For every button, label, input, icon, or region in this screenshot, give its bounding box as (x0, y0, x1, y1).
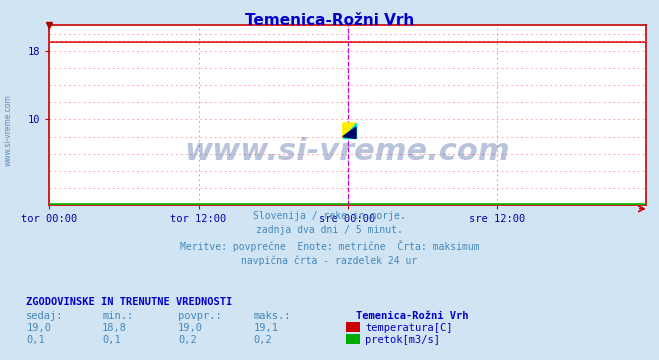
Text: sedaj:: sedaj: (26, 311, 64, 321)
Text: pretok[m3/s]: pretok[m3/s] (365, 335, 440, 345)
Text: 0,2: 0,2 (254, 335, 272, 345)
Polygon shape (343, 123, 356, 138)
Text: 0,2: 0,2 (178, 335, 196, 345)
Polygon shape (343, 127, 356, 138)
Text: povpr.:: povpr.: (178, 311, 221, 321)
Text: 18,8: 18,8 (102, 323, 127, 333)
Text: 19,0: 19,0 (178, 323, 203, 333)
Text: temperatura[C]: temperatura[C] (365, 323, 453, 333)
Text: ZGODOVINSKE IN TRENUTNE VREDNOSTI: ZGODOVINSKE IN TRENUTNE VREDNOSTI (26, 297, 233, 307)
Text: 0,1: 0,1 (102, 335, 121, 345)
Text: 19,1: 19,1 (254, 323, 279, 333)
Text: www.si-vreme.com: www.si-vreme.com (185, 137, 511, 166)
Text: Temenica-Rožni Vrh: Temenica-Rožni Vrh (245, 13, 414, 28)
Text: min.:: min.: (102, 311, 133, 321)
Text: www.si-vreme.com: www.si-vreme.com (4, 94, 13, 166)
Polygon shape (343, 123, 356, 138)
Text: Slovenija / reke in morje.
zadnja dva dni / 5 minut.
Meritve: povprečne  Enote: : Slovenija / reke in morje. zadnja dva dn… (180, 211, 479, 266)
Text: 0,1: 0,1 (26, 335, 45, 345)
Text: maks.:: maks.: (254, 311, 291, 321)
Text: 19,0: 19,0 (26, 323, 51, 333)
Text: Temenica-Rožni Vrh: Temenica-Rožni Vrh (356, 311, 469, 321)
